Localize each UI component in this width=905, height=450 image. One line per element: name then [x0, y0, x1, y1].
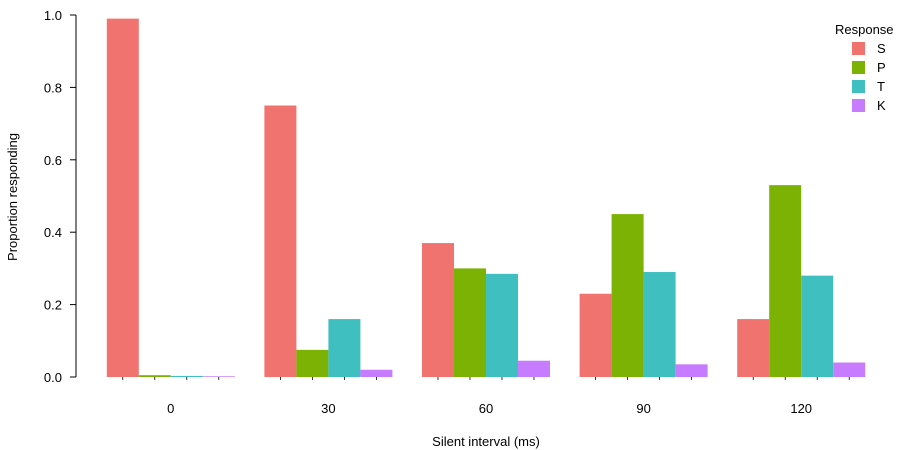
y-axis: 0.0 0.2 0.4 0.6 0.8 1.0	[44, 8, 77, 385]
bar-K-0	[202, 376, 235, 377]
legend-swatch-S	[852, 42, 865, 55]
bar-S-30	[264, 105, 297, 377]
bar-S-90	[579, 293, 612, 377]
legend-swatch-T	[852, 80, 865, 93]
bar-P-0	[138, 375, 171, 377]
y-tick-label: 0.4	[44, 225, 62, 240]
y-tick-label: 0.0	[44, 370, 62, 385]
y-tick-label: 0.2	[44, 298, 62, 313]
legend-swatch-P	[852, 61, 865, 74]
bar-P-30	[296, 349, 329, 377]
bar-K-30	[360, 369, 393, 377]
y-tick-label: 0.6	[44, 153, 62, 168]
legend-title: Response	[835, 22, 894, 37]
bar-K-60	[518, 360, 550, 377]
bar-P-120	[769, 185, 802, 377]
bar-T-120	[801, 275, 834, 377]
bar-P-60	[454, 268, 486, 377]
y-tick-label: 1.0	[44, 8, 62, 23]
bar-S-120	[737, 319, 770, 377]
legend-label-T: T	[877, 79, 885, 94]
x-tick-label: 30	[321, 401, 335, 416]
x-tick-label: 90	[636, 401, 650, 416]
bar-T-30	[328, 319, 361, 377]
bar-K-120	[833, 362, 866, 377]
bar-T-90	[643, 272, 676, 377]
legend-swatch-K	[852, 99, 865, 112]
bar-S-60	[422, 243, 454, 377]
x-tick-label: 120	[790, 401, 812, 416]
legend-label-K: K	[877, 98, 886, 113]
legend-label-S: S	[877, 41, 886, 56]
bar-P-90	[611, 214, 644, 377]
x-axis: 0 30 60 90 120	[122, 377, 850, 416]
x-tick-label: 0	[167, 401, 174, 416]
legend-label-P: P	[877, 60, 886, 75]
bars	[106, 18, 866, 378]
x-axis-title: Silent interval (ms)	[432, 434, 540, 449]
bar-T-60	[486, 273, 518, 377]
bar-T-0	[170, 375, 203, 377]
y-tick-label: 0.8	[44, 80, 62, 95]
y-axis-title: Proportion responding	[5, 133, 20, 261]
bar-S-0	[106, 18, 139, 378]
x-tick-label: 60	[479, 401, 493, 416]
bar-K-90	[675, 364, 708, 377]
